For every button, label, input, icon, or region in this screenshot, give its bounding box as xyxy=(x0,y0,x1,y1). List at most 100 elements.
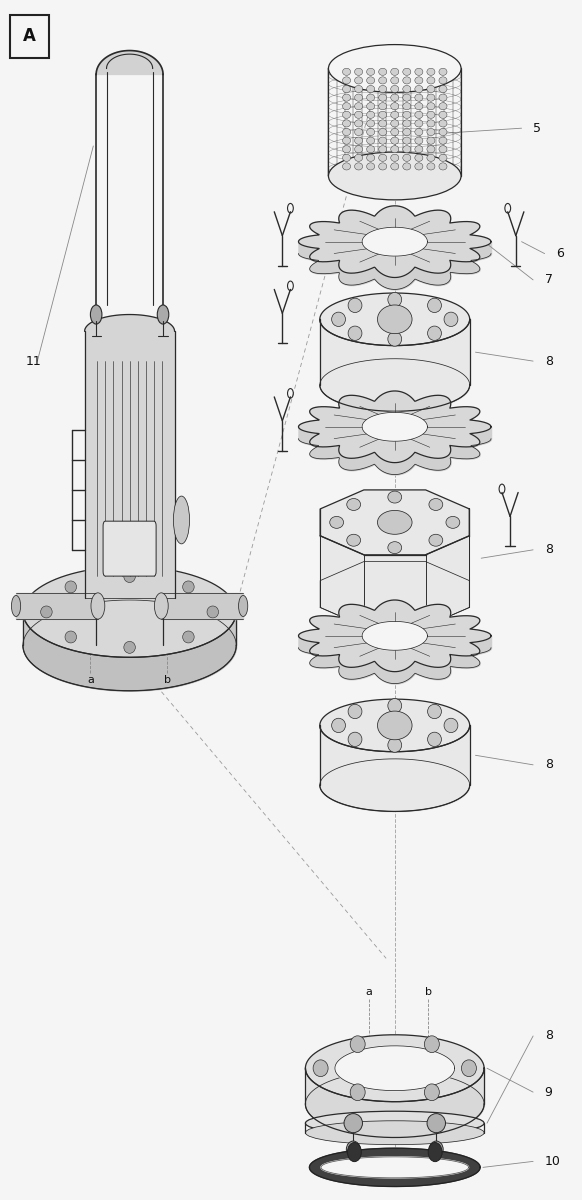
Ellipse shape xyxy=(428,1142,442,1162)
Polygon shape xyxy=(320,535,364,626)
Ellipse shape xyxy=(306,1121,484,1145)
Ellipse shape xyxy=(439,103,447,109)
Polygon shape xyxy=(364,554,425,626)
Text: A: A xyxy=(23,28,36,46)
Ellipse shape xyxy=(388,293,402,307)
Ellipse shape xyxy=(343,128,350,136)
Ellipse shape xyxy=(403,112,411,119)
Ellipse shape xyxy=(379,120,387,127)
Ellipse shape xyxy=(403,85,411,92)
Ellipse shape xyxy=(354,145,363,152)
Ellipse shape xyxy=(239,595,248,617)
Ellipse shape xyxy=(343,155,350,162)
Ellipse shape xyxy=(183,631,194,643)
Ellipse shape xyxy=(154,593,168,619)
Ellipse shape xyxy=(330,516,343,528)
Ellipse shape xyxy=(428,299,441,312)
Ellipse shape xyxy=(343,112,350,119)
Ellipse shape xyxy=(403,137,411,144)
Ellipse shape xyxy=(391,155,399,162)
Ellipse shape xyxy=(391,68,399,76)
Polygon shape xyxy=(362,227,427,256)
Text: 6: 6 xyxy=(556,247,564,260)
Ellipse shape xyxy=(415,128,423,136)
Ellipse shape xyxy=(427,128,435,136)
Polygon shape xyxy=(335,1046,455,1091)
Ellipse shape xyxy=(313,1060,328,1076)
Ellipse shape xyxy=(346,1141,360,1158)
Polygon shape xyxy=(320,758,470,811)
Ellipse shape xyxy=(343,163,350,170)
Polygon shape xyxy=(84,331,175,598)
Ellipse shape xyxy=(415,145,423,152)
Ellipse shape xyxy=(415,120,423,127)
Polygon shape xyxy=(320,562,469,626)
Ellipse shape xyxy=(378,712,412,739)
Polygon shape xyxy=(362,622,427,650)
Ellipse shape xyxy=(462,1060,477,1076)
FancyBboxPatch shape xyxy=(103,521,156,576)
Ellipse shape xyxy=(354,77,363,84)
Ellipse shape xyxy=(367,120,375,127)
Ellipse shape xyxy=(388,541,402,553)
Ellipse shape xyxy=(427,68,435,76)
Polygon shape xyxy=(299,206,491,277)
Ellipse shape xyxy=(379,145,387,152)
Ellipse shape xyxy=(391,163,399,170)
Ellipse shape xyxy=(379,112,387,119)
Ellipse shape xyxy=(415,68,423,76)
Ellipse shape xyxy=(354,112,363,119)
Polygon shape xyxy=(320,700,470,751)
Ellipse shape xyxy=(41,606,52,618)
Ellipse shape xyxy=(343,85,350,92)
Ellipse shape xyxy=(379,128,387,136)
Ellipse shape xyxy=(427,77,435,84)
Ellipse shape xyxy=(429,534,443,546)
Polygon shape xyxy=(362,413,427,442)
Ellipse shape xyxy=(379,103,387,109)
Ellipse shape xyxy=(350,1084,365,1100)
Ellipse shape xyxy=(91,593,105,619)
Ellipse shape xyxy=(378,510,412,534)
Ellipse shape xyxy=(367,145,375,152)
Ellipse shape xyxy=(424,1084,439,1100)
Text: 7: 7 xyxy=(545,274,553,287)
FancyBboxPatch shape xyxy=(10,14,49,58)
Ellipse shape xyxy=(354,128,363,136)
Ellipse shape xyxy=(348,704,362,719)
Ellipse shape xyxy=(427,155,435,162)
Ellipse shape xyxy=(446,516,460,528)
Ellipse shape xyxy=(379,85,387,92)
Ellipse shape xyxy=(439,137,447,144)
Ellipse shape xyxy=(367,112,375,119)
Ellipse shape xyxy=(306,1111,484,1135)
Polygon shape xyxy=(320,359,470,412)
Polygon shape xyxy=(320,293,470,346)
Ellipse shape xyxy=(354,155,363,162)
Ellipse shape xyxy=(354,137,363,144)
Ellipse shape xyxy=(367,137,375,144)
Ellipse shape xyxy=(379,155,387,162)
Ellipse shape xyxy=(183,581,194,593)
Ellipse shape xyxy=(350,1036,365,1052)
Ellipse shape xyxy=(347,498,361,510)
Ellipse shape xyxy=(328,44,461,92)
Ellipse shape xyxy=(439,145,447,152)
Ellipse shape xyxy=(367,163,375,170)
Ellipse shape xyxy=(391,77,399,84)
Ellipse shape xyxy=(429,498,443,510)
Text: a: a xyxy=(365,986,372,996)
Ellipse shape xyxy=(415,155,423,162)
Ellipse shape xyxy=(428,732,441,746)
Ellipse shape xyxy=(391,112,399,119)
Polygon shape xyxy=(425,535,469,626)
Ellipse shape xyxy=(415,85,423,92)
Text: b: b xyxy=(425,986,432,996)
Text: 8: 8 xyxy=(545,758,553,772)
Text: 8: 8 xyxy=(545,1030,553,1043)
Ellipse shape xyxy=(415,77,423,84)
Polygon shape xyxy=(84,314,175,331)
Ellipse shape xyxy=(427,85,435,92)
Ellipse shape xyxy=(367,128,375,136)
Ellipse shape xyxy=(391,137,399,144)
